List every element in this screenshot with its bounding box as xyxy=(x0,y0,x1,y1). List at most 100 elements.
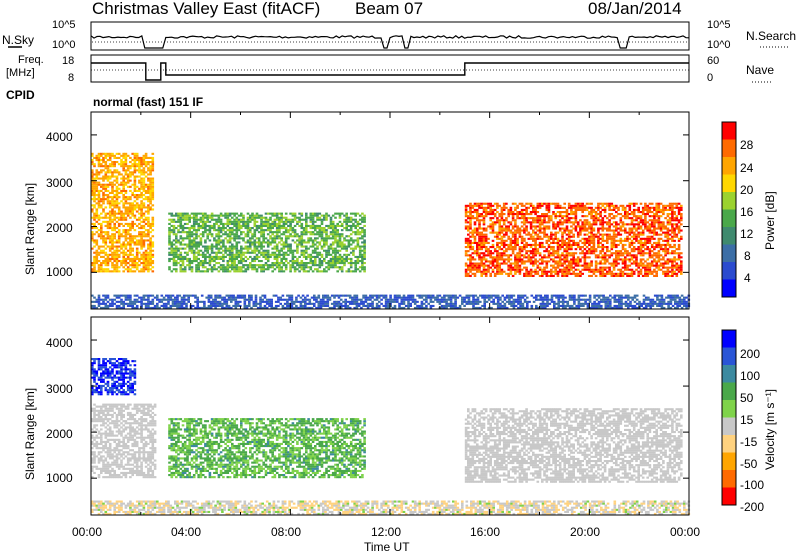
heatmap-cell xyxy=(545,206,549,209)
heatmap-cell xyxy=(639,260,643,263)
heatmap-cell xyxy=(249,239,252,242)
heatmap-cell xyxy=(363,224,366,227)
heatmap-cell xyxy=(140,177,143,180)
heatmap-cell xyxy=(183,216,187,219)
heatmap-cell xyxy=(657,208,661,211)
heatmap-cell xyxy=(498,256,501,259)
heatmap-cell xyxy=(509,262,513,265)
heatmap-cell xyxy=(331,247,335,250)
heatmap-cell xyxy=(675,274,679,277)
heatmap-cell xyxy=(561,223,564,226)
heatmap-cell xyxy=(516,256,519,259)
heatmap-cell xyxy=(124,260,128,263)
heatmap-cell xyxy=(516,266,519,269)
heatmap-cell xyxy=(545,260,549,263)
heatmap-cell xyxy=(284,229,288,232)
heatmap-cell xyxy=(235,270,239,273)
heatmap-cell xyxy=(289,270,292,273)
heatmap-cell xyxy=(100,270,103,273)
heatmap-cell xyxy=(352,231,355,234)
heatmap-cell xyxy=(487,206,490,209)
heatmap-cell xyxy=(208,264,212,267)
heatmap-cell xyxy=(289,233,292,236)
heatmap-cell xyxy=(334,237,337,240)
heatmap-cell xyxy=(646,225,649,228)
heatmap-cell xyxy=(648,262,652,265)
heatmap-cell xyxy=(108,202,112,205)
heatmap-cell xyxy=(120,163,123,166)
heatmap-cell xyxy=(471,248,475,251)
heatmap-cell xyxy=(122,198,125,201)
heatmap-cell xyxy=(585,223,589,226)
heatmap-cell xyxy=(117,241,121,244)
heatmap-cell xyxy=(650,215,654,218)
heatmap-cell xyxy=(509,231,513,234)
heatmap-cell xyxy=(271,247,274,250)
heatmap-cell xyxy=(608,256,611,259)
heatmap-cell xyxy=(491,231,495,234)
heatmap-cell xyxy=(133,204,137,207)
heatmap-cell xyxy=(144,216,148,219)
heatmap-cell xyxy=(480,239,483,242)
heatmap-cell xyxy=(534,227,537,230)
heatmap-cell xyxy=(594,260,598,263)
heatmap-cell xyxy=(345,249,348,252)
heatmap-cell xyxy=(489,219,492,222)
heatmap-cell xyxy=(287,220,290,223)
heatmap-cell xyxy=(311,218,315,221)
heatmap-cell xyxy=(606,241,609,244)
heatmap-cell xyxy=(507,225,510,228)
heatmap-cell xyxy=(639,231,643,234)
heatmap-cell xyxy=(590,233,593,236)
heatmap-cell xyxy=(632,250,636,253)
heatmap-cell xyxy=(93,266,96,269)
heatmap-cell xyxy=(133,189,137,192)
heatmap-cell xyxy=(482,223,486,226)
heatmap-cell xyxy=(518,233,522,236)
heatmap-cell xyxy=(113,218,116,221)
heatmap-cell xyxy=(464,262,468,265)
heatmap-cell xyxy=(514,270,517,273)
heatmap-cell xyxy=(217,227,221,230)
heatmap-cell xyxy=(554,270,557,273)
heatmap-cell xyxy=(331,222,335,225)
heatmap-cell xyxy=(514,260,517,263)
heatmap-cell xyxy=(599,270,602,273)
heatmap-cell xyxy=(590,211,593,214)
heatmap-cell xyxy=(124,262,128,265)
heatmap-cell xyxy=(244,245,248,248)
heatmap-cell xyxy=(520,217,524,220)
heatmap-cell xyxy=(201,218,205,221)
heatmap-cell xyxy=(572,266,575,269)
heatmap-cell xyxy=(115,181,119,184)
heatmap-cell xyxy=(657,264,661,267)
heatmap-cell xyxy=(168,212,171,215)
heatmap-cell xyxy=(644,206,647,209)
heatmap-cell xyxy=(478,223,481,226)
heatmap-cell xyxy=(131,204,134,207)
heatmap-cell xyxy=(309,239,313,242)
heatmap-cell xyxy=(138,231,141,234)
heatmap-cell xyxy=(124,154,128,157)
heatmap-cell xyxy=(300,222,304,225)
heatmap-cell xyxy=(664,225,667,228)
heatmap-cell xyxy=(246,222,250,225)
heatmap-cell xyxy=(532,225,535,228)
heatmap-cell xyxy=(671,217,674,220)
heatmap-cell xyxy=(100,233,103,236)
heatmap-cell xyxy=(314,255,317,258)
heatmap-cell xyxy=(102,169,105,172)
heatmap-cell xyxy=(113,175,116,178)
heatmap-cell xyxy=(592,268,596,271)
heatmap-cell xyxy=(181,227,185,230)
heatmap-cell xyxy=(516,231,519,234)
heatmap-cell xyxy=(482,229,486,232)
heatmap-cell xyxy=(356,245,360,248)
heatmap-cell xyxy=(615,221,618,224)
heatmap-cell xyxy=(482,243,486,246)
heatmap-cell xyxy=(151,183,155,186)
heatmap-cell xyxy=(106,198,110,201)
heatmap-cell xyxy=(338,249,342,252)
heatmap-cell xyxy=(298,235,301,238)
heatmap-cell xyxy=(140,163,143,166)
